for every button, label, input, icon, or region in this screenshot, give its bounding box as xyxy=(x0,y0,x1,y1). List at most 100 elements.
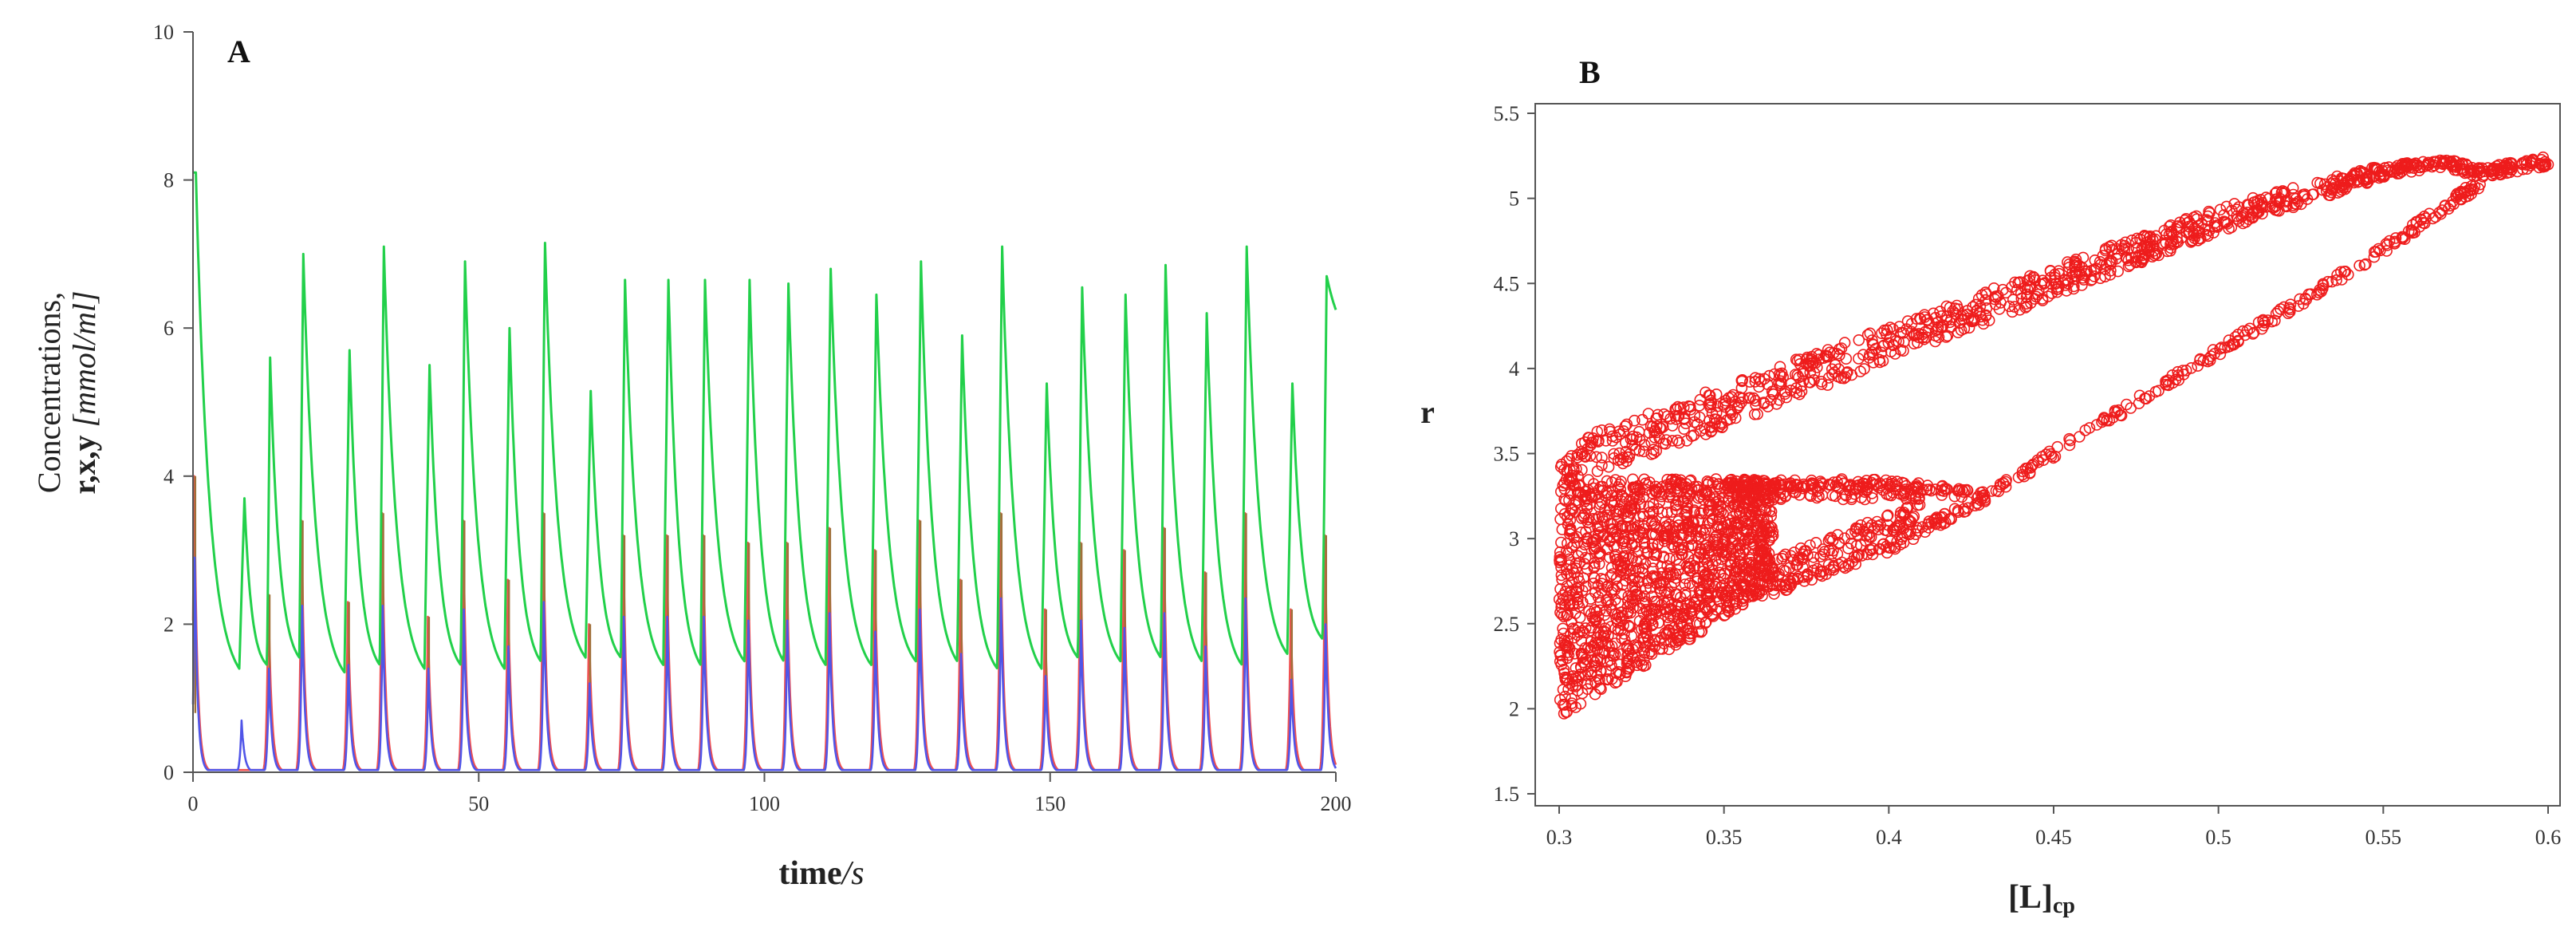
panel-b-point xyxy=(1660,434,1672,446)
panel-b-point xyxy=(1715,506,1727,518)
panel-b-point xyxy=(1664,603,1676,616)
panel-b-point xyxy=(1715,418,1728,430)
panel-b-point xyxy=(1626,643,1639,656)
panel-b-point xyxy=(1584,488,1596,501)
panel-b-x-tick-label: 0.35 xyxy=(1706,826,1743,849)
panel-b-point xyxy=(1614,483,1627,495)
panel-b-point xyxy=(2083,422,2096,434)
panel-b-point xyxy=(1921,314,1934,326)
panel-a-y-tick-label: 10 xyxy=(153,21,174,44)
panel-b-point xyxy=(1702,517,1714,529)
panel-b-point xyxy=(2271,186,2283,198)
panel-b-point xyxy=(1701,576,1714,589)
panel-b-point xyxy=(1624,564,1637,576)
panel-b-point xyxy=(1858,363,1870,375)
panel-b-point xyxy=(1678,412,1691,424)
panel-b-point xyxy=(1650,605,1663,617)
panel-b-point xyxy=(1898,477,1910,490)
panel-b-point xyxy=(1834,349,1845,361)
panel-b-point xyxy=(1753,586,1766,598)
panel-b-point xyxy=(1664,485,1676,498)
panel-b-point xyxy=(1613,532,1625,545)
panel-b-point xyxy=(2203,224,2216,237)
panel-b-y-tick-label: 3 xyxy=(1509,527,1519,550)
panel-b-point xyxy=(1897,336,1910,348)
panel-b-point xyxy=(1875,479,1888,491)
panel-b-point xyxy=(2104,257,2117,270)
panel-b-point xyxy=(2422,156,2434,169)
panel-b-point xyxy=(2450,189,2462,202)
panel-b-point xyxy=(1894,539,1907,550)
panel-b-point xyxy=(1596,452,1608,464)
panel-b-point xyxy=(1601,542,1613,555)
panel-b-point xyxy=(1554,606,1566,619)
panel-b-point xyxy=(1553,593,1566,606)
panel-b-point xyxy=(2158,239,2170,251)
panel-b-point xyxy=(1620,436,1632,449)
panel-b-point xyxy=(2380,238,2393,250)
panel-b-point xyxy=(1663,624,1675,636)
panel-b-y-tick-label: 2 xyxy=(1509,697,1519,720)
panel-b-point xyxy=(1881,488,1893,500)
panel-b-point xyxy=(1579,551,1592,564)
panel-b-point xyxy=(1873,356,1886,369)
panel-b-point xyxy=(2063,439,2076,452)
panel-b-x-tick-label: 0.4 xyxy=(1876,826,1902,849)
panel-b-point xyxy=(1826,547,1838,560)
panel-b-point xyxy=(1888,541,1900,554)
panel-a-ticks: 0 50 100 150 200 0 2 4 6 8 10 xyxy=(153,21,1352,815)
panel-b-point xyxy=(2231,212,2244,225)
panel-b-point xyxy=(1646,619,1658,632)
panel-b-point xyxy=(1881,525,1893,537)
panel-b-point xyxy=(1648,603,1661,616)
panel-b-point xyxy=(1554,553,1567,566)
panel-b-point xyxy=(1558,483,1571,495)
panel-b-point xyxy=(2051,440,2064,453)
panel-b-point xyxy=(1962,502,1974,515)
panel-b-point xyxy=(1916,331,1928,344)
panel-b-point xyxy=(1618,557,1631,569)
panel-b-point xyxy=(1679,578,1692,590)
panel-b-point xyxy=(1650,420,1663,432)
panel-b-point xyxy=(2103,255,2116,268)
panel-b-point xyxy=(1680,560,1693,573)
panel-b-point xyxy=(2295,198,2307,211)
panel-b-point xyxy=(1893,321,1905,333)
panel-b-point xyxy=(2036,451,2048,463)
panel-b-point xyxy=(2317,183,2329,196)
panel-b-point xyxy=(1644,613,1656,625)
panel-b-point xyxy=(1636,659,1648,671)
panel-b-point xyxy=(1605,562,1618,574)
panel-b-point xyxy=(1955,324,1967,337)
panel-b-point xyxy=(2506,164,2518,176)
panel-b-point xyxy=(1734,506,1746,519)
panel-b-point xyxy=(2122,260,2135,273)
panel-b-point xyxy=(1729,566,1742,578)
panel-b-point xyxy=(1720,589,1732,602)
panel-b-point xyxy=(1613,478,1626,491)
panel-b-point xyxy=(2276,185,2289,197)
panel-b-point xyxy=(2299,292,2311,305)
panel-a-series-green xyxy=(192,171,1337,674)
panel-b-point xyxy=(1554,655,1566,668)
panel-b-point xyxy=(1565,476,1577,488)
panel-b-point xyxy=(1587,577,1600,590)
panel-b-point xyxy=(1695,625,1707,638)
panel-b-point xyxy=(1648,483,1660,496)
panel-b-point xyxy=(1833,537,1845,550)
panel-b-point xyxy=(2044,264,2057,277)
panel-b-point xyxy=(1789,369,1802,381)
panel-b-point xyxy=(1730,571,1742,583)
panel-b-point xyxy=(1711,536,1723,549)
panel-b-point xyxy=(1781,583,1794,596)
panel-b-point xyxy=(2125,402,2137,414)
panel-b-point xyxy=(1656,488,1668,500)
panel-b-point xyxy=(1625,537,1638,550)
panel-b-point xyxy=(1681,499,1694,512)
panel-b-point xyxy=(1768,491,1780,503)
panel-b-point xyxy=(2368,251,2381,263)
panel-a-x-tick-label: 50 xyxy=(468,792,489,815)
panel-b-point xyxy=(1562,546,1574,559)
panel-b-point xyxy=(1703,544,1715,557)
panel-b-point xyxy=(1628,482,1640,495)
